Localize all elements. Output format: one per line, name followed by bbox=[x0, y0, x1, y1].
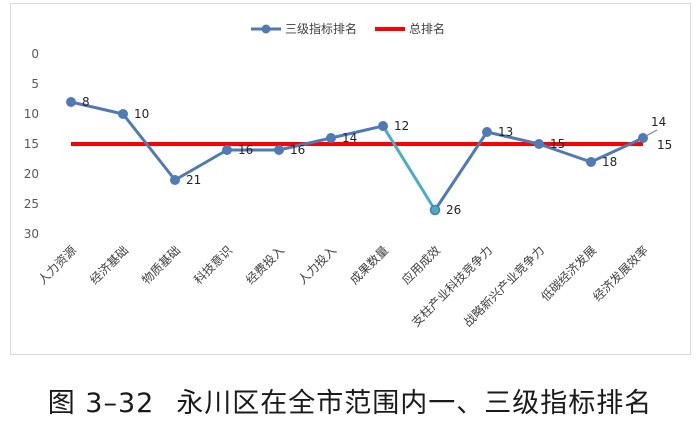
data-labels: 8 10 21 16 16 14 12 26 13 15 18 14 15 bbox=[82, 95, 672, 217]
legend-total-label: 总排名 bbox=[409, 21, 445, 36]
y-tick-label: 0 bbox=[31, 47, 39, 61]
y-tick-label: 15 bbox=[24, 137, 39, 151]
rank-point bbox=[326, 133, 336, 143]
rank-data-label: 13 bbox=[498, 125, 513, 139]
x-category-label: 成果数量 bbox=[347, 243, 392, 288]
y-tick-label: 5 bbox=[31, 77, 39, 91]
x-category-label: 应用成效 bbox=[399, 243, 444, 288]
rank-point bbox=[378, 121, 388, 131]
x-category-label: 人力资源 bbox=[35, 243, 79, 287]
rank-data-label: 21 bbox=[186, 173, 201, 187]
rank-point bbox=[482, 127, 492, 137]
line-chart: 三级指标排名 总排名 051015202530 人力资源 经济基础 物质基础 科技意识经… bbox=[24, 21, 673, 330]
x-category-label: 科技意识 bbox=[191, 243, 236, 288]
y-axis: 0 5 10 15 20 25 30 bbox=[24, 47, 39, 241]
tertiary-rank-series bbox=[66, 97, 648, 216]
rank-data-label: 8 bbox=[82, 95, 90, 109]
rank-line-segment bbox=[433, 130, 489, 212]
rank-data-label: 15 bbox=[550, 137, 565, 151]
legend-rank-marker bbox=[261, 24, 271, 34]
rank-line-segment bbox=[329, 124, 385, 140]
rank-point bbox=[586, 157, 596, 167]
rank-point bbox=[534, 139, 544, 149]
rank-data-label: 26 bbox=[446, 203, 461, 217]
figure-caption: 图 3–32 永川区在全市范围内一、三级指标排名 bbox=[0, 381, 700, 420]
rank-data-label: 14 bbox=[342, 131, 357, 145]
chart-frame: 三级指标排名 总排名 0 5 10 15 20 25 30 人力资源 经济基础 物质基础 科技意识经… bbox=[10, 3, 691, 355]
rank-data-label: 16 bbox=[290, 143, 305, 157]
rank-line-segment bbox=[589, 136, 645, 164]
legend-rank-label: 三级指标排名 bbox=[285, 21, 357, 36]
rank-line-segment bbox=[277, 136, 333, 152]
label-leader-line bbox=[645, 129, 658, 137]
rank-line-segment bbox=[381, 124, 437, 212]
rank-line-segment bbox=[485, 130, 541, 146]
rank-point bbox=[66, 97, 76, 107]
y-tick-label: 25 bbox=[24, 197, 39, 211]
rank-data-label: 12 bbox=[394, 119, 409, 133]
y-tick-label: 10 bbox=[24, 107, 39, 121]
rank-data-label: 10 bbox=[134, 107, 149, 121]
rank-point bbox=[274, 145, 284, 155]
legend: 三级指标排名 总排名 bbox=[251, 21, 445, 36]
rank-line-segment bbox=[69, 100, 125, 116]
x-category-label: 经济基础 bbox=[87, 243, 132, 288]
rank-point bbox=[222, 145, 232, 155]
rank-line-segment bbox=[537, 142, 593, 164]
x-category-label: 经济发展效率 bbox=[590, 243, 652, 305]
figure-number: 图 3–32 bbox=[47, 388, 155, 419]
rank-point bbox=[429, 204, 441, 216]
rank-line-segment bbox=[173, 148, 229, 182]
rank-data-label: 14 bbox=[651, 115, 666, 129]
total-rank-data-label: 15 bbox=[657, 138, 672, 152]
rank-data-label: 18 bbox=[602, 155, 617, 169]
rank-point bbox=[170, 175, 180, 185]
rank-point bbox=[118, 109, 128, 119]
x-category-label: 物质基础 bbox=[139, 243, 183, 287]
y-tick-label: 30 bbox=[24, 227, 39, 241]
rank-data-label: 16 bbox=[238, 143, 253, 157]
rank-point bbox=[638, 133, 648, 143]
x-category-label: 人力投入 bbox=[295, 243, 340, 288]
rank-line-segment bbox=[121, 112, 177, 182]
y-tick-label: 20 bbox=[24, 167, 39, 181]
x-category-label: 经费投入 bbox=[243, 243, 288, 288]
x-axis: 人力资源 经济基础 物质基础 科技意识 经费投入 人力投入 成果数量 应用成效支柱产业科技竞争… bbox=[35, 243, 651, 330]
figure-title: 永川区在全市范围内一、三级指标排名 bbox=[176, 388, 653, 419]
